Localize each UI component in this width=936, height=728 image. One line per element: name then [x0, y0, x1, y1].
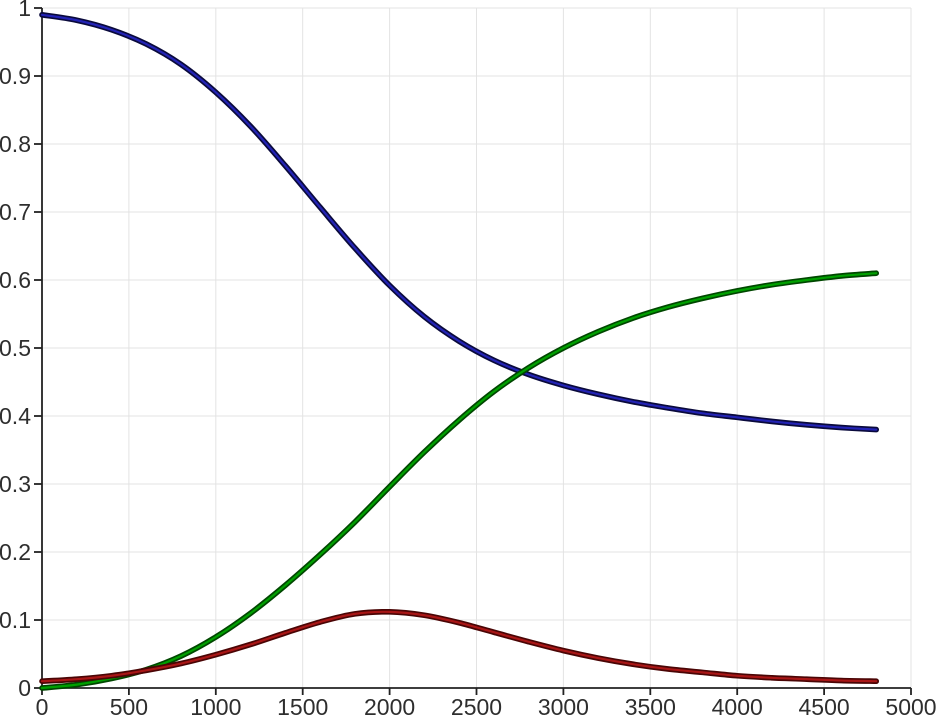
x-tick-label: 2500	[451, 694, 502, 720]
y-tick-label: 0.1	[0, 607, 31, 633]
green-curve-edge	[39, 270, 880, 691]
x-tick-label: 3000	[538, 694, 589, 720]
x-tick-label: 2000	[364, 694, 415, 720]
y-tick-label: 0.7	[0, 199, 31, 225]
green-curve	[40, 272, 878, 690]
y-tick-label: 0.5	[0, 335, 31, 361]
y-tick-label: 1	[18, 0, 31, 21]
red-curve	[40, 610, 878, 683]
x-tick-label: 1500	[277, 694, 328, 720]
y-tick-label: 0.9	[0, 63, 31, 89]
y-tick-label: 0.2	[0, 539, 31, 565]
x-tick-label: 3500	[625, 694, 676, 720]
y-tick-label: 0	[18, 675, 31, 701]
y-tick-label: 0.6	[0, 267, 31, 293]
x-tick-label: 5000	[885, 694, 936, 720]
x-tick-label: 500	[110, 694, 148, 720]
blue-curve	[40, 13, 878, 431]
x-tick-label: 4500	[799, 694, 850, 720]
x-tick-label: 4000	[712, 694, 763, 720]
y-tick-label: 0.3	[0, 471, 31, 497]
y-tick-label: 0.4	[0, 403, 31, 429]
x-tick-label: 0	[36, 694, 49, 720]
blue-curve-edge	[39, 12, 880, 433]
x-tick-label: 1000	[190, 694, 241, 720]
y-tick-label: 0.8	[0, 131, 31, 157]
